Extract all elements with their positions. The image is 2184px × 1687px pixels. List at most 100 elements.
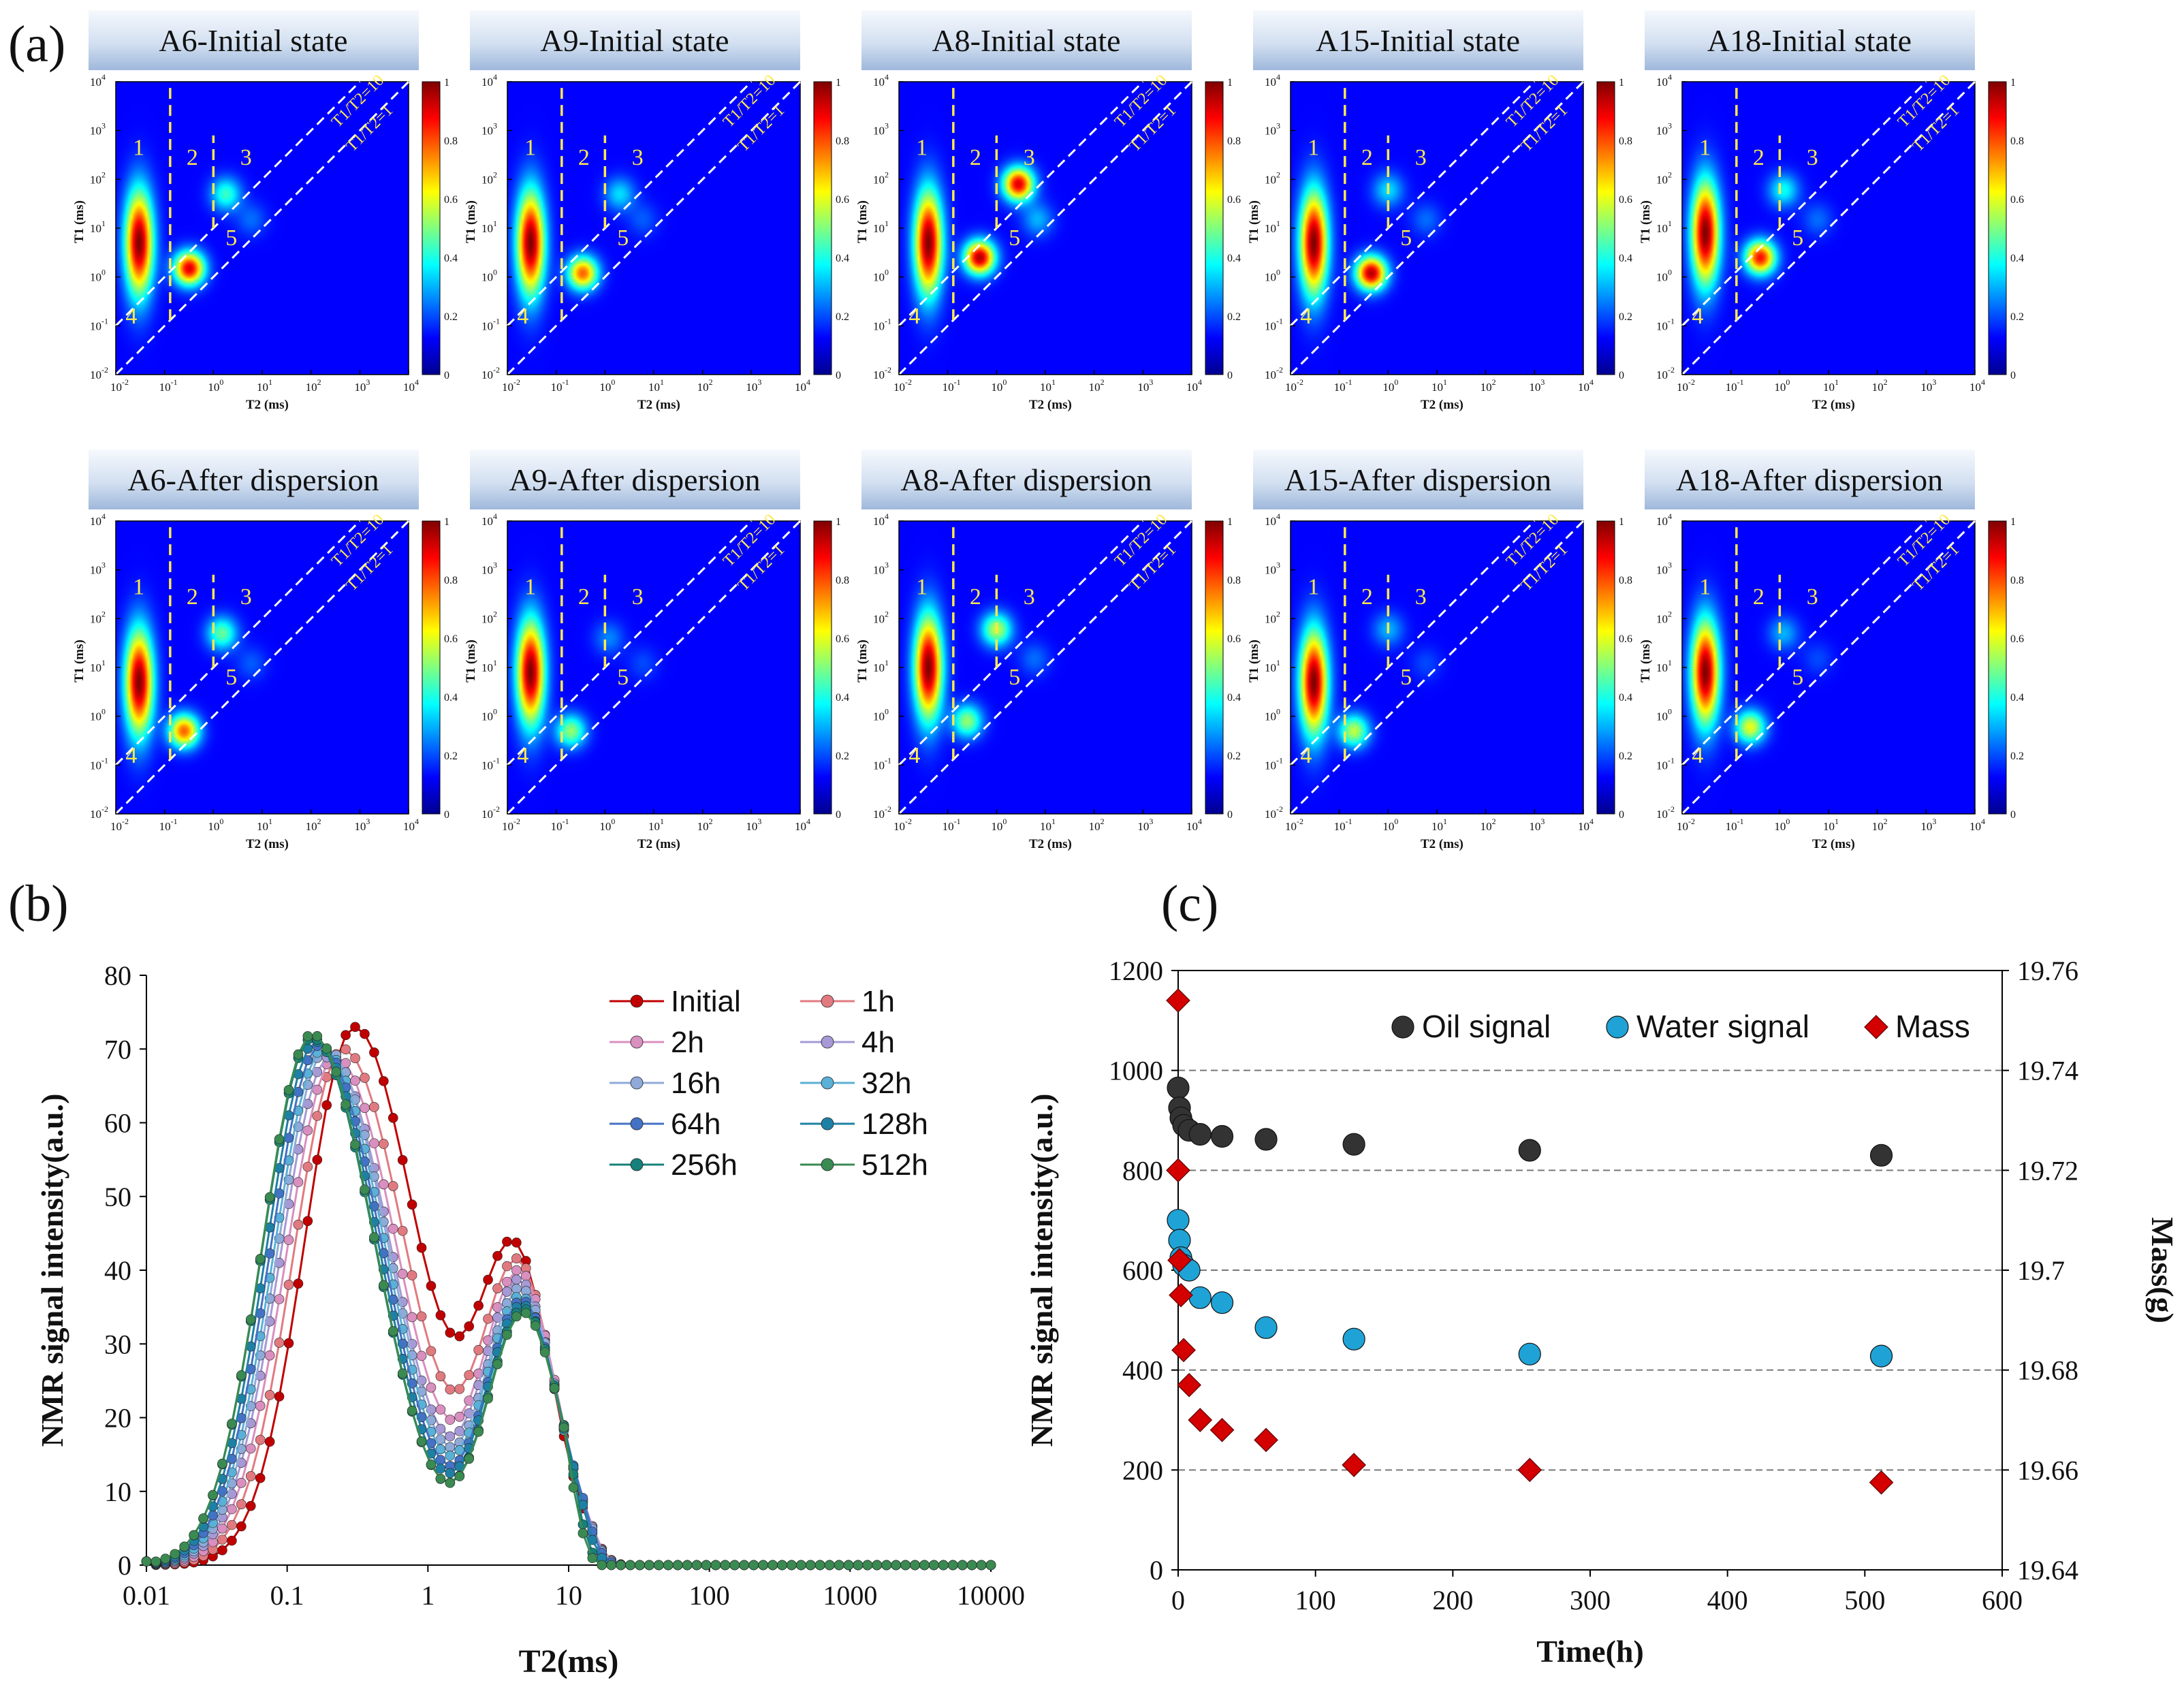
data-point (1210, 1291, 1234, 1314)
colorbar-tick-label: 1 (444, 516, 449, 528)
colorbar (1988, 520, 2007, 815)
y-tick-label: 10-2 (481, 365, 500, 381)
y-tick-label: 104 (481, 511, 497, 528)
y-axis-label: T1 (ms) (1247, 640, 1261, 682)
x-axis-label: T2(ms) (519, 1643, 619, 1680)
y-tick-label: 50 (104, 1182, 131, 1212)
x-tick-label: 10000 (957, 1580, 1025, 1611)
x-tick-label: 10-2 (1677, 377, 1695, 394)
y-tick-label: 0 (1150, 1555, 1163, 1586)
data-point (862, 1560, 873, 1571)
y2-tick-label: 19.72 (2017, 1155, 2078, 1186)
data-point (302, 1031, 313, 1041)
data-point (321, 1100, 332, 1110)
data-point (1254, 1128, 1278, 1151)
y-axis-label: NMR signal intensity(a.u.) (1024, 1094, 1059, 1447)
colorbar-tick-label: 0.8 (836, 575, 849, 586)
y-tick-label: 103 (1265, 121, 1280, 138)
data-point (227, 1519, 237, 1530)
data-point (198, 1513, 208, 1524)
legend-marker (821, 1076, 834, 1090)
x-axis-label: T2 (ms) (246, 398, 289, 412)
colorbar (1596, 520, 1615, 815)
x-tick-label: 104 (1186, 377, 1202, 394)
data-point (283, 1085, 294, 1095)
ratio-line-10 (898, 80, 1144, 327)
data-point (255, 1434, 266, 1445)
data-point (397, 1368, 408, 1378)
data-point (777, 1560, 787, 1571)
colorbar-tick-label: 0.4 (2010, 253, 2024, 264)
panel-title-bar (89, 10, 419, 70)
region-label: 3 (1024, 584, 1035, 610)
colorbar-tick-label: 1 (444, 77, 449, 89)
data-point (1188, 1286, 1212, 1309)
data-point (369, 1047, 379, 1058)
y-tick-label: 200 (1122, 1455, 1163, 1485)
data-point (834, 1560, 844, 1571)
y-tick-label: 101 (481, 658, 497, 674)
colorbar (813, 81, 832, 375)
y-tick-label: 101 (873, 219, 889, 235)
data-point (521, 1271, 531, 1281)
x-tick-label: 104 (795, 817, 810, 833)
data-point (710, 1560, 721, 1571)
y-axis-label: NMR signal intensity(a.u.) (35, 1094, 69, 1447)
region-label: 5 (1792, 665, 1803, 690)
data-point (264, 1350, 275, 1361)
region-label: 1 (524, 575, 536, 600)
data-point (360, 1103, 370, 1114)
y-tick-label: 10-2 (90, 804, 108, 821)
ratio-line-10 (1289, 80, 1536, 327)
data-point (843, 1560, 854, 1571)
legend-label: 64h (671, 1107, 721, 1141)
data-point (407, 1199, 417, 1210)
colorbar-tick-label: 0.8 (444, 136, 458, 147)
colorbar-tick-label: 0.8 (1619, 136, 1632, 147)
region-label: 4 (125, 304, 137, 329)
y-tick-label: 103 (90, 561, 106, 577)
data-point (151, 1556, 161, 1567)
x-tick-label: 103 (354, 377, 370, 394)
legend-marker (821, 994, 834, 1008)
data-point (1210, 1124, 1234, 1148)
region-label: 3 (240, 584, 252, 610)
data-point (966, 1560, 977, 1571)
y-tick-label: 10-2 (1656, 365, 1675, 381)
region-label: 3 (1415, 145, 1427, 170)
y-tick-label: 102 (1656, 609, 1672, 625)
x-tick-label: 103 (1920, 377, 1936, 394)
colorbar-tick-label: 0 (444, 809, 449, 821)
ratio-line-10 (506, 80, 753, 327)
colorbar-tick-label: 0.8 (1227, 136, 1241, 147)
y2-tick-label: 19.74 (2017, 1056, 2078, 1086)
colorbar (1205, 520, 1224, 815)
data-point (947, 1560, 958, 1571)
data-point (454, 1411, 465, 1422)
data-point (416, 1351, 427, 1361)
data-point (521, 1308, 531, 1319)
x-tick-label: 10-1 (159, 377, 178, 394)
data-point (350, 1053, 360, 1063)
colorbar (813, 520, 832, 815)
region-label: 4 (1692, 304, 1703, 329)
data-point (502, 1236, 512, 1247)
legend-label: Oil signal (1422, 1009, 1551, 1044)
y-axis-label: T1 (ms) (855, 640, 870, 682)
x-tick-label: 100 (1382, 377, 1398, 394)
data-point (1188, 1122, 1212, 1146)
data-point (454, 1331, 465, 1342)
region-label: 5 (1792, 225, 1803, 251)
region-label: 4 (1692, 743, 1703, 768)
data-point (672, 1560, 683, 1571)
panel-title-bar (1645, 10, 1975, 70)
region-label: 1 (916, 136, 928, 161)
x-tick-label: 102 (306, 817, 321, 833)
panel-title: A9-Initial state (540, 23, 729, 58)
legend-label: 512h (861, 1148, 928, 1182)
y2-tick-label: 19.64 (2017, 1555, 2078, 1586)
x-tick-label: 1 (421, 1580, 434, 1611)
x-tick-label: 103 (1529, 377, 1545, 394)
